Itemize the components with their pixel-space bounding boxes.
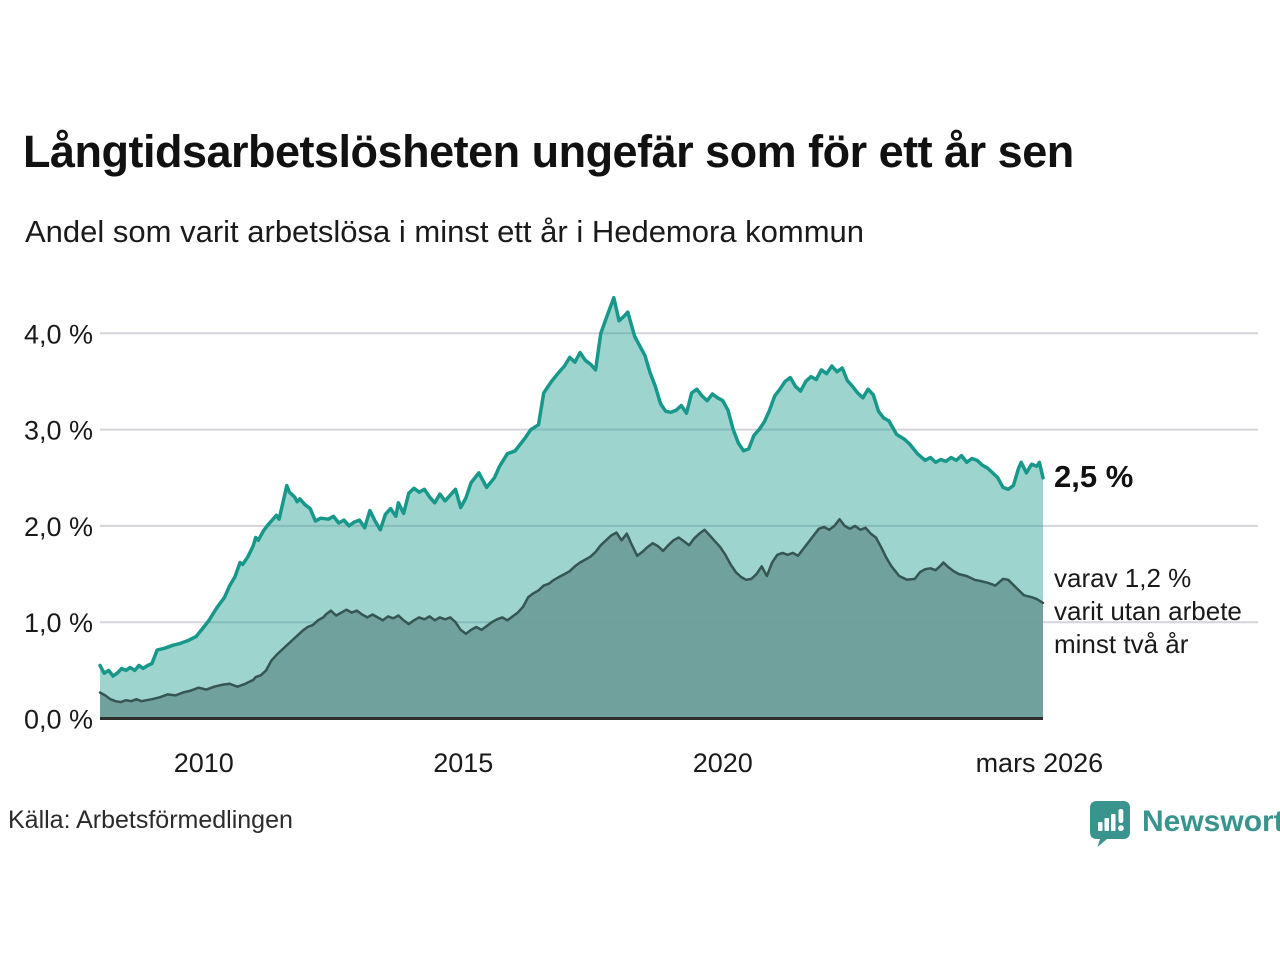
series-line-1 [98,517,1045,704]
newsworthy-brand: Newsworthy [1088,799,1280,853]
series-line-0 [98,295,1045,678]
x-tick-label: 2020 [693,748,753,778]
chart-subtitle: Andel som varit arbetslösa i minst ett å… [25,214,865,249]
x-tick-label: mars 2026 [976,748,1104,778]
newsworthy-logo-icon [1088,799,1132,853]
x-tick-label: 2015 [433,748,493,778]
y-tick-label: 3,0 % [24,416,93,446]
subset-annotation-line3: minst två år [1054,629,1189,659]
subset-annotation-line1: varav 1,2 % [1054,563,1192,593]
source-credit: Källa: Arbetsförmedlingen [8,806,293,834]
subset-annotation-line2: varit utan arbete [1054,596,1242,626]
x-tick-label: 2010 [174,748,234,778]
y-tick-label: 0,0 % [24,705,93,735]
total-value-annotation: 2,5 % [1054,459,1134,494]
page-title: Långtidsarbetslösheten ungefär som för e… [23,126,1074,177]
unemployment-area-chart: 0,0 % 1,0 % 2,0 % 3,0 % 4,0 % 2010 2015 2020 mar… [24,295,1258,778]
y-tick-label: 1,0 % [24,608,93,638]
y-tick-label: 4,0 % [24,319,93,349]
y-tick-label: 2,0 % [24,512,93,542]
series-area-1 [100,519,1043,719]
subset-annotation: varav 1,2 % varit utan arbete minst två … [1054,562,1242,661]
newsworthy-brand-text: Newsworthy [1142,805,1280,838]
